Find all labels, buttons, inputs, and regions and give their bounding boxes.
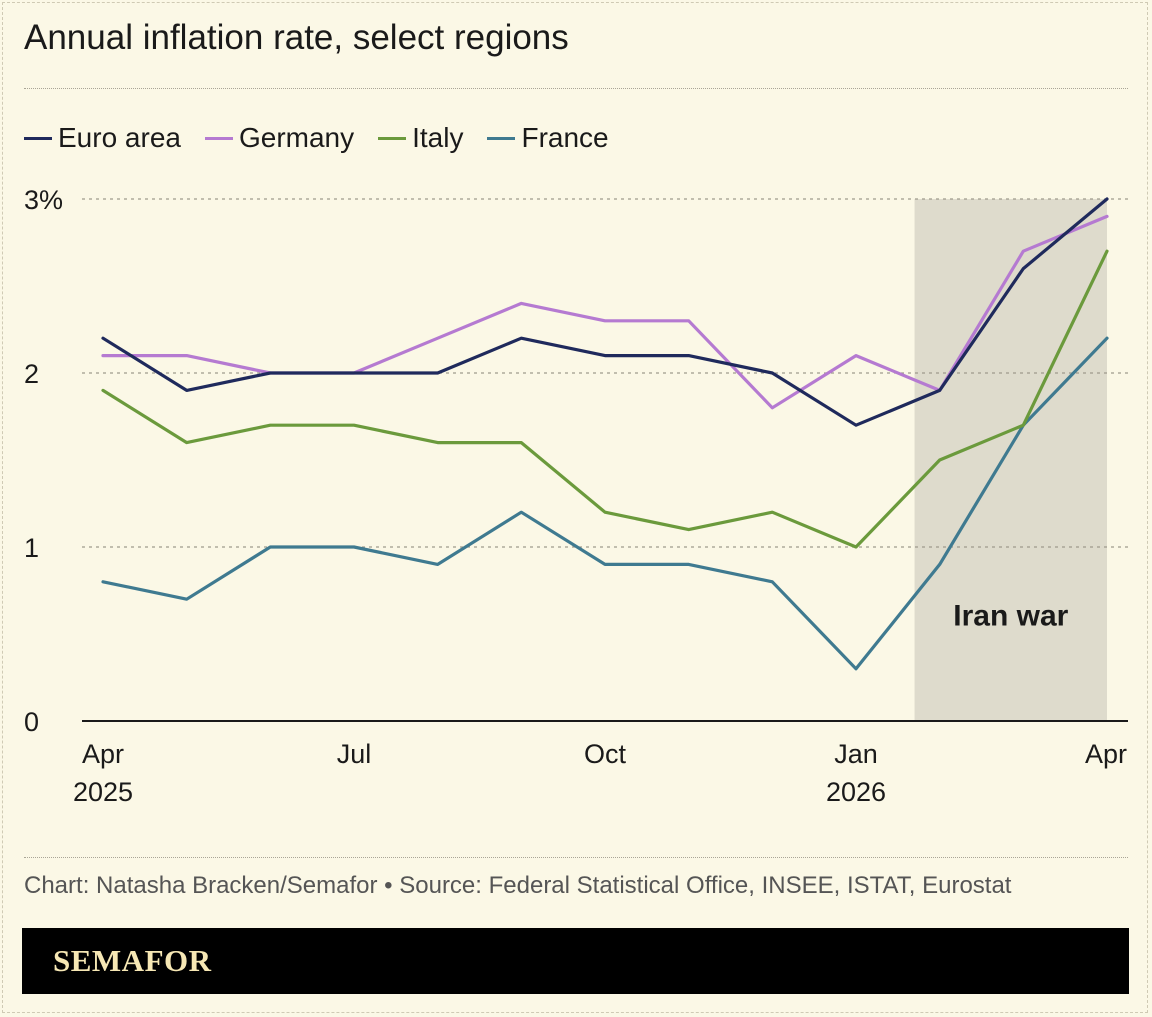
x-tick-sublabel: 2026 xyxy=(826,777,886,807)
brand-bar: SEMAFOR xyxy=(22,928,1129,994)
legend-item-euro-area: Euro area xyxy=(24,122,181,154)
legend-swatch xyxy=(204,136,233,140)
source-note: Chart: Natasha Bracken/Semafor • Source:… xyxy=(24,872,1012,899)
y-tick-label: 0 xyxy=(24,707,39,737)
line-chart: Iran war 0 1 2 3% Apr 2025 Jul Oct Jan 2026 Apr xyxy=(24,185,1128,807)
legend-swatch xyxy=(378,136,407,140)
y-tick-label: 3% xyxy=(24,185,63,215)
brand-logo: SEMAFOR xyxy=(53,943,212,978)
x-tick-sublabel: 2025 xyxy=(73,777,133,807)
x-tick-label: Apr xyxy=(1085,739,1127,769)
x-tick-label: Apr xyxy=(82,739,124,769)
legend-item-germany: Germany xyxy=(204,122,355,154)
y-tick-label: 1 xyxy=(24,533,39,563)
series-line-italy xyxy=(101,249,1109,549)
bottom-divider xyxy=(24,857,1128,858)
legend: Euro area Germany Italy France xyxy=(24,118,609,158)
legend-label: Germany xyxy=(238,122,355,153)
series-line-france xyxy=(101,336,1109,671)
annotation-label: Iran war xyxy=(953,599,1068,632)
x-tick-label: Jan xyxy=(834,739,878,769)
legend-swatch xyxy=(24,136,52,140)
y-tick-label: 2 xyxy=(24,359,39,389)
x-tick-label: Jul xyxy=(337,739,372,769)
legend-label: Italy xyxy=(412,122,464,153)
chart-title: Annual inflation rate, select regions xyxy=(24,18,569,57)
legend-item-france: France xyxy=(487,122,609,154)
top-divider xyxy=(24,88,1128,89)
legend-item-italy: Italy xyxy=(378,122,463,154)
legend-swatch xyxy=(487,136,516,140)
x-tick-label: Oct xyxy=(584,739,627,769)
legend-label: Euro area xyxy=(58,122,181,153)
series-line-euro-area xyxy=(101,197,1109,427)
legend-label: France xyxy=(521,122,609,153)
